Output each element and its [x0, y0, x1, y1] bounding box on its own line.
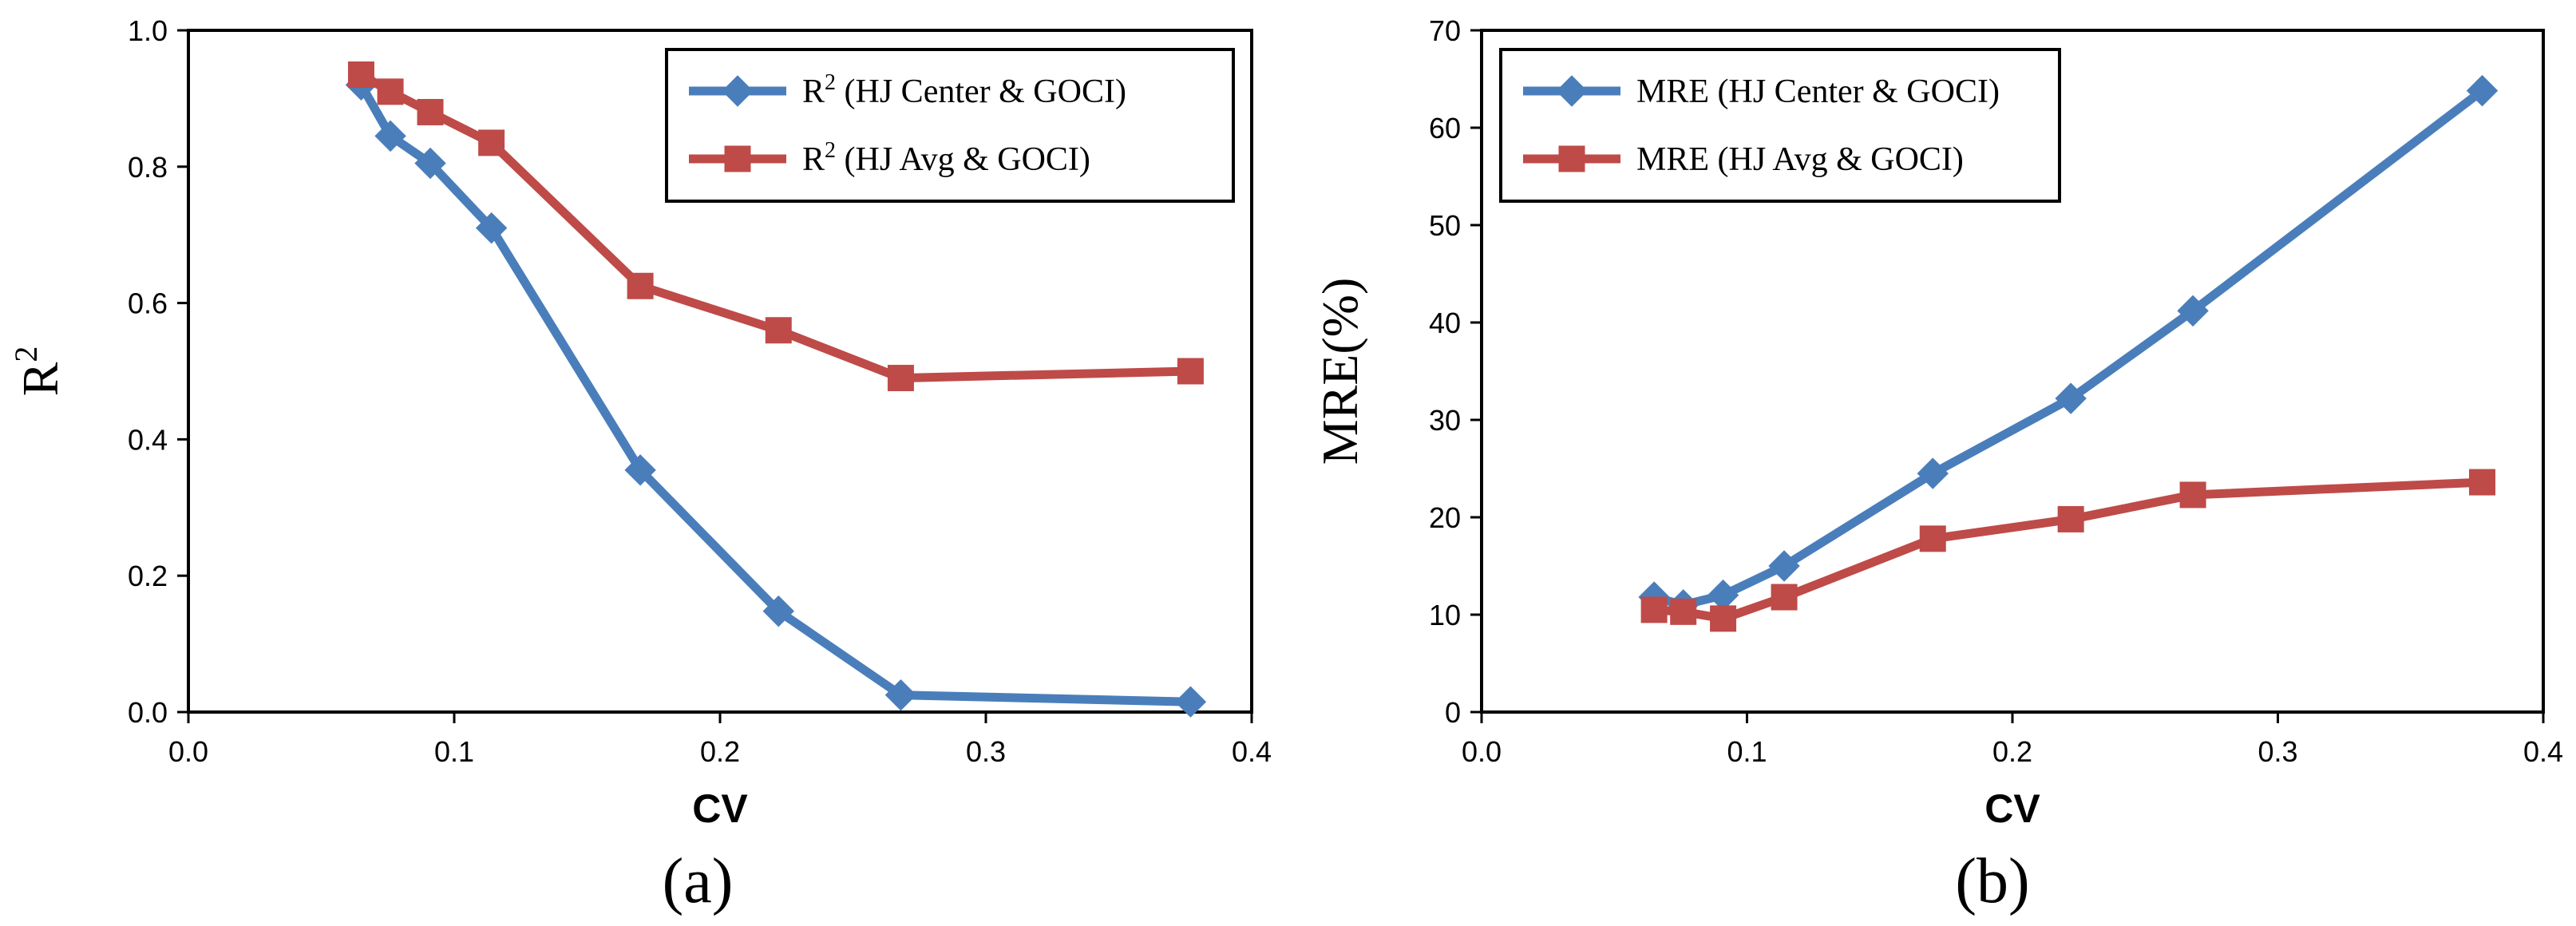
legend: R2 (HJ Center & GOCI)R2 (HJ Avg & GOCI)	[665, 48, 1235, 203]
legend-box	[665, 48, 1235, 203]
data-point	[2177, 295, 2209, 327]
data-point	[627, 272, 654, 299]
data-point	[2055, 382, 2087, 414]
data-point	[1771, 584, 1798, 611]
y-tick-label: 0.8	[128, 151, 168, 184]
data-point	[2179, 481, 2206, 509]
x-tick-label: 0.0	[1462, 735, 1502, 768]
legend-label-main: R	[802, 73, 825, 110]
series-2	[347, 61, 1204, 392]
y-tick-label: 10	[1429, 599, 1461, 631]
data-point	[347, 61, 374, 89]
x-axis-title: CV	[1984, 786, 2040, 831]
legend: MRE (HJ Center & GOCI) MRE (HJ Avg & GOCI…	[1499, 48, 2061, 203]
x-tick-label: 0.4	[2523, 735, 2563, 768]
x-tick-label: 0.3	[2257, 735, 2297, 768]
x-tick-label: 0.1	[1727, 735, 1767, 768]
y-tick-label: 20	[1429, 501, 1461, 534]
legend-marker	[1556, 75, 1588, 107]
data-point	[1670, 598, 1697, 625]
y-axis-title: MRE(%)	[1312, 278, 1368, 465]
legend-marker	[724, 145, 751, 172]
x-tick-label: 0.0	[168, 735, 208, 768]
y-tick-label: 70	[1429, 14, 1461, 47]
x-axis-title: CV	[692, 786, 748, 831]
legend-label: R2 (HJ Avg & GOCI)	[802, 138, 1090, 178]
data-point	[2057, 505, 2084, 532]
data-point	[887, 365, 914, 392]
data-point	[417, 98, 444, 125]
y-tick-label: 1.0	[128, 14, 168, 47]
legend-label-superscript: 2	[825, 138, 836, 163]
data-point	[1917, 457, 1949, 489]
data-point	[1768, 550, 1800, 582]
y-axis-title-main: R	[12, 362, 69, 396]
data-point	[762, 595, 794, 627]
legend-label-main: MRE (HJ Avg & GOCI)	[1636, 141, 1964, 178]
legend-label: R2 (HJ Center & GOCI)	[802, 70, 1126, 110]
data-point	[624, 454, 656, 486]
legend-marker	[722, 75, 754, 107]
y-tick-label: 0.4	[128, 423, 168, 456]
data-point	[2469, 469, 2496, 496]
data-point	[1640, 596, 1668, 623]
legend-label: MRE (HJ Center & GOCI)	[1636, 73, 2000, 110]
legend-label-superscript: 2	[825, 70, 836, 95]
series-1	[345, 69, 1207, 718]
data-point	[1177, 358, 1204, 385]
legend-box	[1499, 48, 2061, 203]
x-tick-label: 0.4	[1232, 735, 1272, 768]
data-point	[475, 212, 508, 244]
data-point	[1174, 686, 1207, 718]
legend-label-rest: (HJ Avg & GOCI)	[836, 141, 1090, 178]
y-tick-label: 40	[1429, 307, 1461, 339]
y-axis-title-superscript: 2	[8, 346, 44, 362]
data-point	[377, 78, 404, 105]
legend-label-rest: (HJ Center & GOCI)	[836, 73, 1126, 110]
data-point	[478, 129, 505, 156]
x-tick-label: 0.2	[1992, 735, 2032, 768]
y-tick-label: 0	[1445, 696, 1461, 729]
figure-caption: (b)	[1955, 846, 2029, 916]
data-point	[884, 679, 917, 711]
legend-label-main: MRE (HJ Center & GOCI)	[1636, 73, 2000, 110]
data-point	[765, 317, 792, 344]
y-axis-title: R2	[8, 346, 69, 397]
y-tick-label: 0.0	[128, 696, 168, 729]
y-tick-label: 0.2	[128, 560, 168, 592]
legend-label: MRE (HJ Avg & GOCI)	[1636, 141, 1964, 178]
data-point	[1710, 605, 1737, 632]
y-tick-label: 60	[1429, 112, 1461, 144]
x-tick-label: 0.1	[434, 735, 474, 768]
data-point	[374, 120, 406, 152]
legend-marker	[1558, 145, 1585, 172]
data-point	[2466, 74, 2499, 107]
data-point	[1919, 525, 1946, 552]
y-tick-label: 30	[1429, 404, 1461, 437]
x-tick-label: 0.3	[966, 735, 1006, 768]
chart-b-mre: 0.0 0.1 0.2 0.3 0.4 0 10 20 30 40 50 60 70 CV MRE(%) MR…	[1312, 14, 2563, 916]
data-point	[414, 147, 446, 180]
legend-label-main: R	[802, 141, 825, 178]
y-axis-title-main: MRE(%)	[1312, 278, 1368, 465]
x-tick-label: 0.2	[700, 735, 740, 768]
chart-a-r-squared: 0.0 0.1 0.2 0.3 0.40.00.20.40.60.81.0CVR2R2 …	[8, 14, 1272, 916]
y-tick-label: 50	[1429, 209, 1461, 242]
series-2	[1640, 469, 2496, 632]
y-tick-label: 0.6	[128, 287, 168, 320]
figure-caption: (a)	[663, 846, 734, 916]
